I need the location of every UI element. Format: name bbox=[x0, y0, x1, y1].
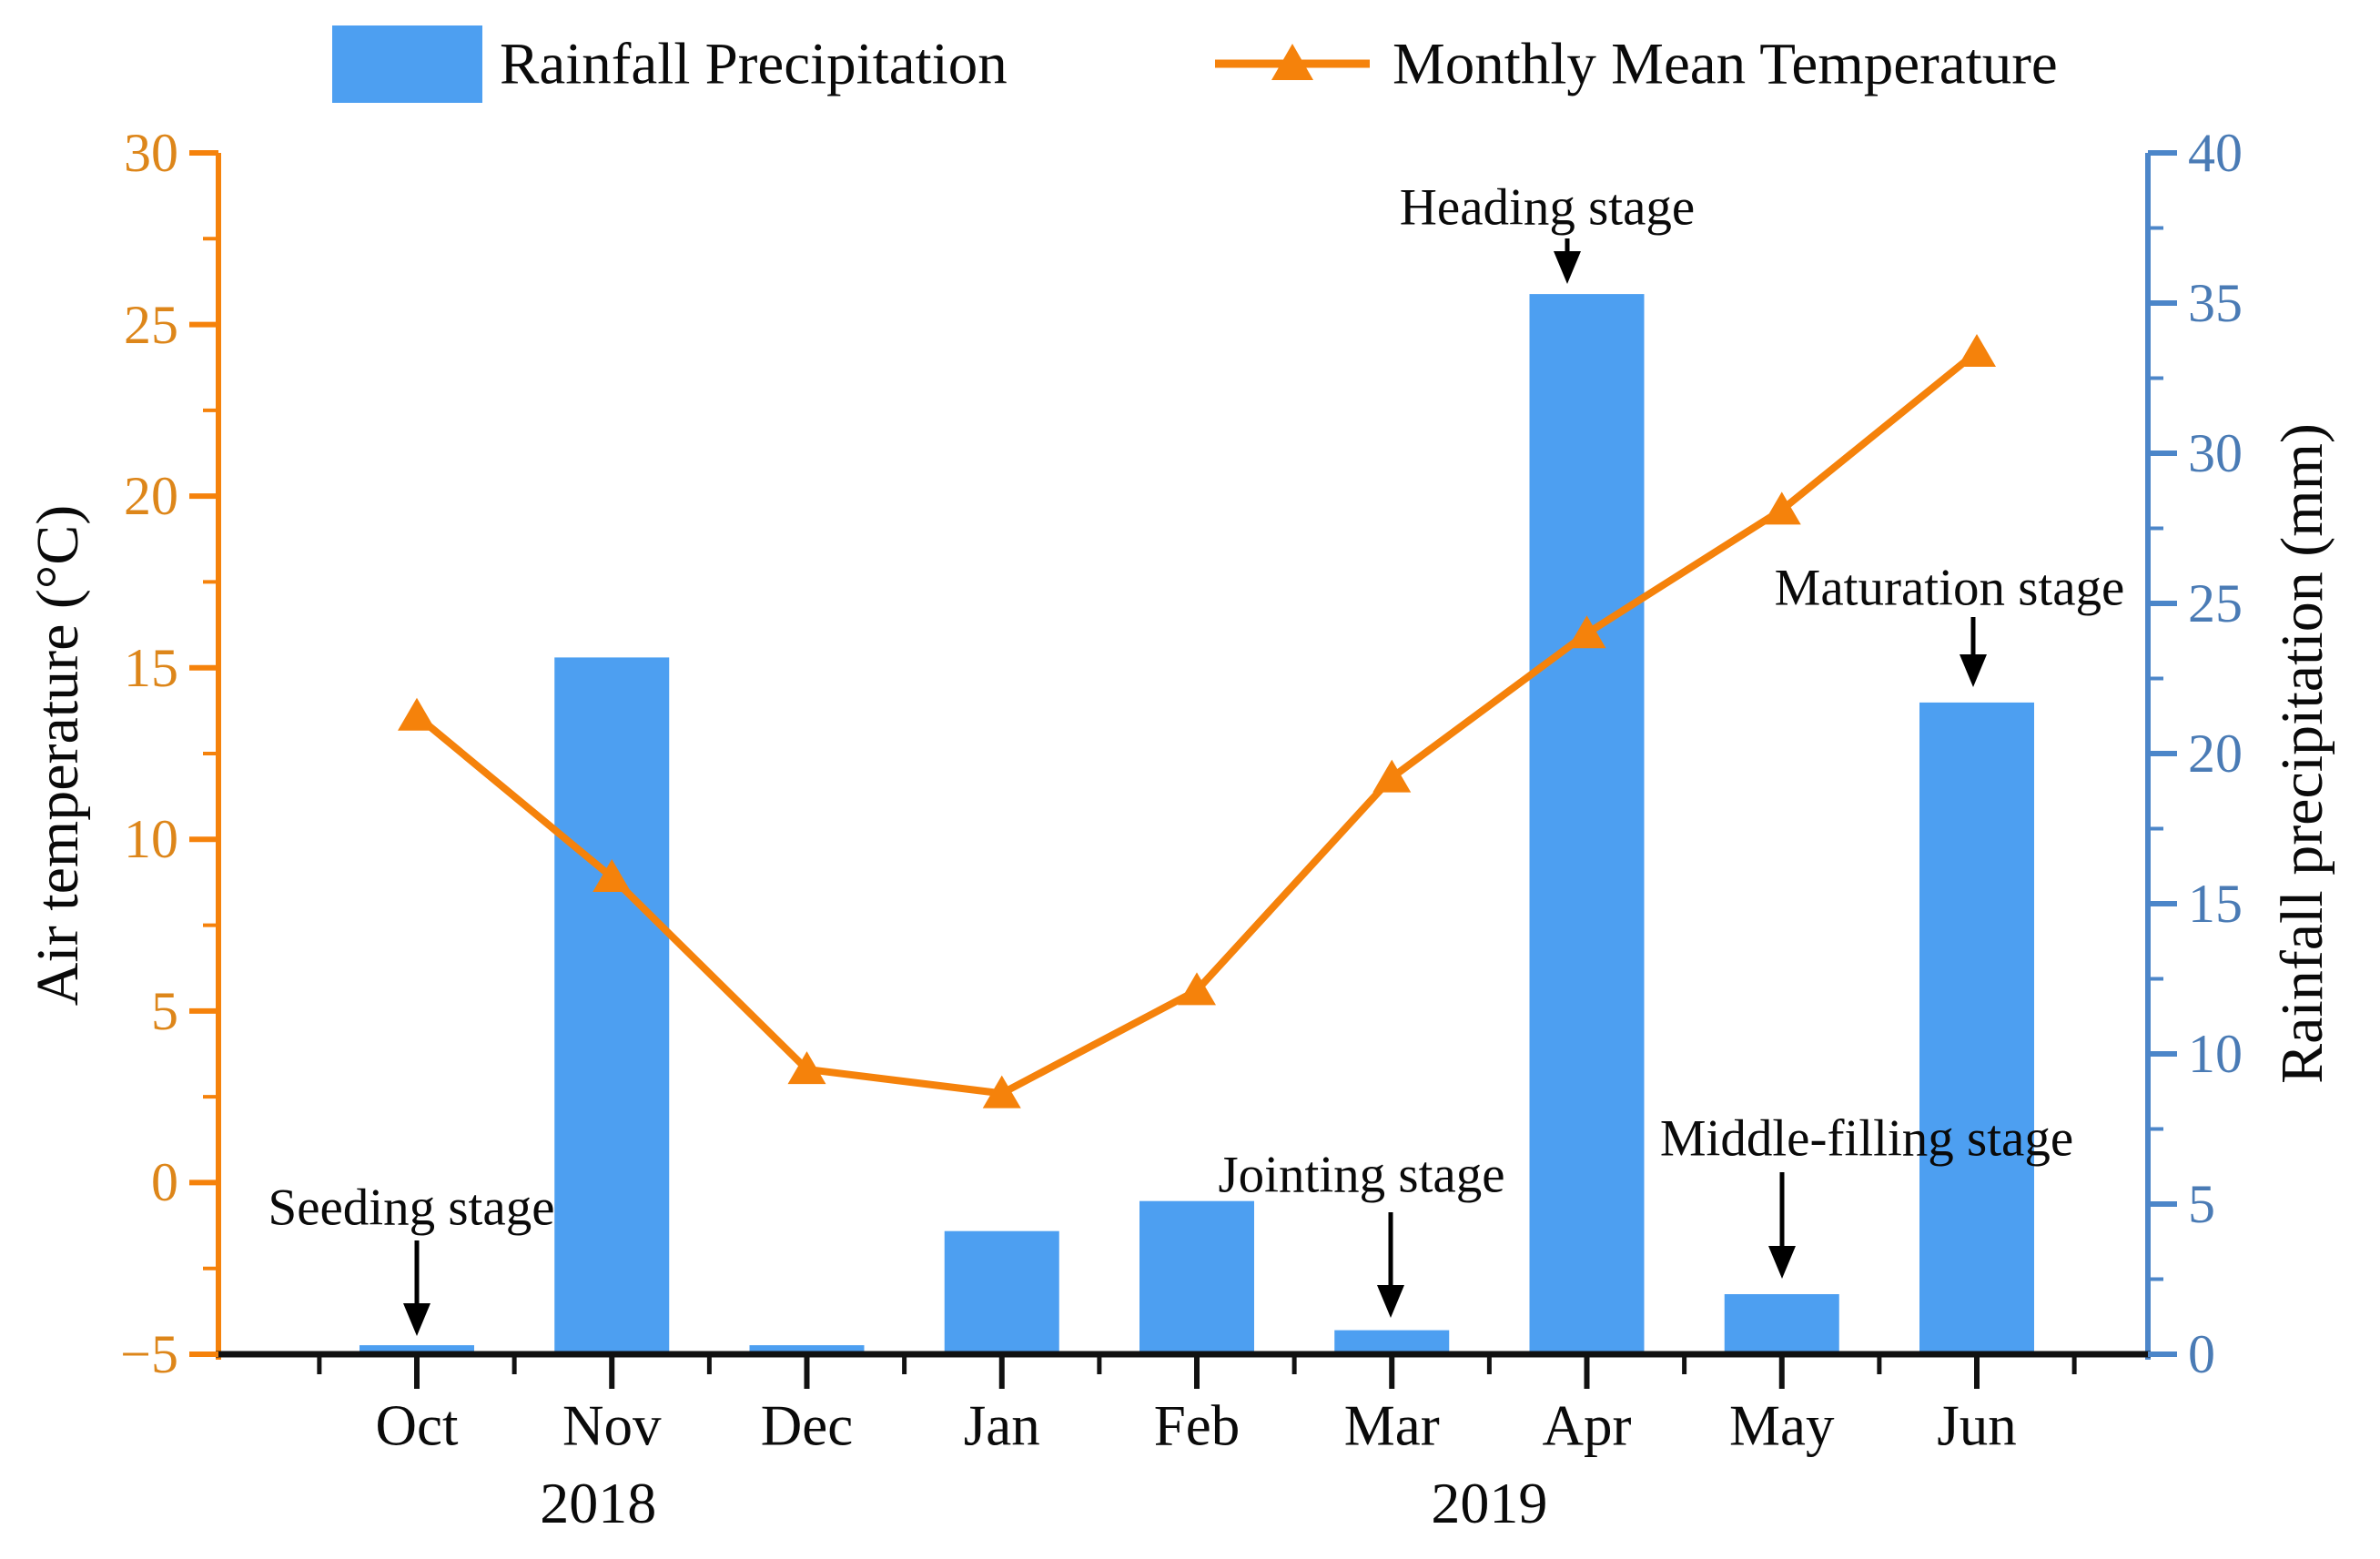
temperature-marker-Mar bbox=[1372, 759, 1412, 793]
temperature-marker-Jan bbox=[982, 1075, 1021, 1109]
annotation-arrowhead bbox=[403, 1303, 430, 1336]
month-label-Jan: Jan bbox=[963, 1393, 1040, 1458]
left-tick-label-30: 30 bbox=[124, 123, 178, 183]
left-tick-label-5: 5 bbox=[151, 980, 178, 1041]
annotation-label-Oct: Seeding stage bbox=[268, 1179, 555, 1237]
annotation-label-Jun: Maturation stage bbox=[1774, 559, 2125, 617]
temperature-marker-Jun bbox=[1958, 333, 1996, 367]
temperature-marker-Dec bbox=[787, 1051, 826, 1085]
bar-May bbox=[1724, 1294, 1839, 1354]
legend-triangle-marker bbox=[1271, 44, 1313, 80]
left-tick-label-20: 20 bbox=[124, 466, 178, 527]
annotation-arrowhead bbox=[1554, 251, 1581, 284]
month-label-Dec: Dec bbox=[760, 1393, 854, 1458]
temperature-marker-May bbox=[1762, 491, 1801, 525]
annotation-arrowhead bbox=[1960, 654, 1987, 687]
temperature-marker-Oct bbox=[398, 697, 436, 731]
bar-Jun bbox=[1919, 702, 2034, 1354]
right-tick-label-25: 25 bbox=[2188, 573, 2243, 633]
month-label-Feb: Feb bbox=[1153, 1393, 1241, 1458]
legend-label-temperature: Monthly Mean Temperature bbox=[1393, 31, 2058, 97]
right-tick-label-40: 40 bbox=[2188, 123, 2243, 183]
bar-Mar bbox=[1334, 1330, 1450, 1354]
year-label-2019: 2019 bbox=[1431, 1471, 1548, 1535]
left-tick-label-10: 10 bbox=[124, 809, 178, 870]
left-tick-label-15: 15 bbox=[124, 637, 178, 698]
right-tick-label-30: 30 bbox=[2188, 423, 2243, 483]
bar-Nov bbox=[554, 657, 670, 1354]
temperature-marker-Nov bbox=[592, 858, 632, 892]
month-label-Mar: Mar bbox=[1343, 1393, 1440, 1458]
right-tick-label-5: 5 bbox=[2188, 1174, 2215, 1234]
left-tick-label-25: 25 bbox=[124, 294, 178, 355]
right-axis-title: Rainfall precipitation (mm) bbox=[2269, 423, 2335, 1084]
right-tick-label-35: 35 bbox=[2188, 273, 2243, 333]
year-label-2018: 2018 bbox=[540, 1471, 657, 1535]
legend-bar-swatch bbox=[332, 25, 482, 103]
left-tick-label-0: 0 bbox=[151, 1152, 178, 1213]
temperature-marker-Feb bbox=[1178, 972, 1216, 1006]
right-tick-label-10: 10 bbox=[2188, 1024, 2243, 1084]
bar-Feb bbox=[1139, 1200, 1254, 1354]
temperature-marker-Apr bbox=[1567, 615, 1606, 649]
left-axis-title: Air temperature (°C) bbox=[25, 504, 91, 1007]
legend-label-rainfall: Rainfall Precipitation bbox=[500, 31, 1008, 97]
bar-Dec bbox=[749, 1345, 865, 1354]
month-label-May: May bbox=[1729, 1393, 1835, 1458]
right-tick-label-20: 20 bbox=[2188, 724, 2243, 784]
annotation-label-Mar: Jointing stage bbox=[1218, 1146, 1505, 1204]
month-label-Apr: Apr bbox=[1542, 1393, 1632, 1458]
month-label-Nov: Nov bbox=[562, 1393, 662, 1458]
month-label-Oct: Oct bbox=[375, 1393, 459, 1458]
left-tick-label-−5: −5 bbox=[120, 1324, 178, 1384]
annotation-label-Apr: Heading stage bbox=[1399, 178, 1696, 237]
annotation-label-May: Middle-filling stage bbox=[1659, 1109, 2074, 1168]
annotation-arrowhead bbox=[1377, 1285, 1404, 1318]
annotation-arrowhead bbox=[1768, 1246, 1796, 1279]
right-tick-label-0: 0 bbox=[2188, 1324, 2215, 1384]
bar-Oct bbox=[360, 1345, 474, 1354]
bar-Apr bbox=[1529, 294, 1645, 1355]
bar-Jan bbox=[944, 1230, 1059, 1354]
right-tick-label-15: 15 bbox=[2188, 874, 2243, 934]
month-label-Jun: Jun bbox=[1937, 1393, 2017, 1458]
